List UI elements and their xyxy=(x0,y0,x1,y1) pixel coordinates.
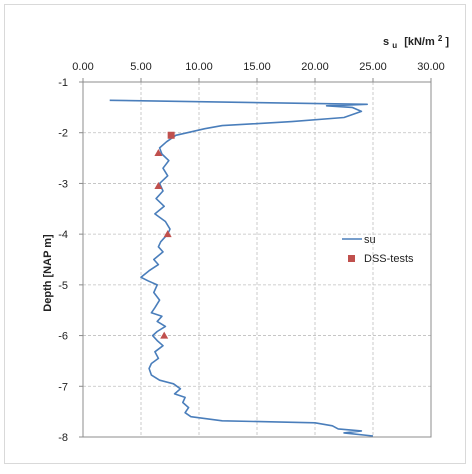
x-tick-label: 25.00 xyxy=(359,61,387,73)
series-layer xyxy=(109,99,374,437)
x-axis-title-unit: [kN/m xyxy=(404,36,435,48)
x-axis-ticks: 0.00 5.00 10.00 15.00 20.00 25.00 30.00 xyxy=(72,61,445,82)
x-tick-label: 0.00 xyxy=(72,61,93,73)
y-axis-title: Depth [NAP m] xyxy=(42,234,54,312)
x-axis-title-sub: u xyxy=(392,41,397,50)
y-tick-label: -2 xyxy=(58,128,68,140)
legend-dss-swatch xyxy=(348,255,355,262)
x-tick-label: 5.00 xyxy=(130,61,151,73)
x-axis-title: s u [kN/m 2 ] xyxy=(383,32,449,51)
y-tick-label: -4 xyxy=(58,229,68,241)
y-tick-label: -3 xyxy=(58,178,68,190)
x-tick-label: 20.00 xyxy=(301,61,329,73)
y-tick-label: -8 xyxy=(58,432,68,444)
su-line xyxy=(109,99,374,437)
gridlines xyxy=(83,82,431,437)
y-tick-label: -1 xyxy=(58,77,68,89)
x-axis-title-main: s xyxy=(383,36,389,48)
x-tick-label: 10.00 xyxy=(185,61,213,73)
x-tick-label: 15.00 xyxy=(243,61,271,73)
x-tick-label: 30.00 xyxy=(417,61,445,73)
dss-test-point xyxy=(160,331,169,339)
dss-test-point xyxy=(154,149,163,156)
x-axis-title-end: ] xyxy=(445,36,449,48)
dss-test-point xyxy=(154,181,163,189)
x-axis-title-sup: 2 xyxy=(438,34,443,43)
dss-test-point xyxy=(167,131,175,139)
y-tick-label: -7 xyxy=(58,381,68,393)
dss-test-point xyxy=(163,230,172,238)
legend-su-label: su xyxy=(364,234,376,246)
y-tick-label: -6 xyxy=(58,331,68,343)
y-tick-label: -5 xyxy=(58,280,68,292)
legend: su DSS-tests xyxy=(342,234,414,265)
y-axis-ticks: -1 -2 -3 -4 -5 -6 -7 -8 xyxy=(58,77,83,444)
legend-dss-label: DSS-tests xyxy=(364,253,414,265)
